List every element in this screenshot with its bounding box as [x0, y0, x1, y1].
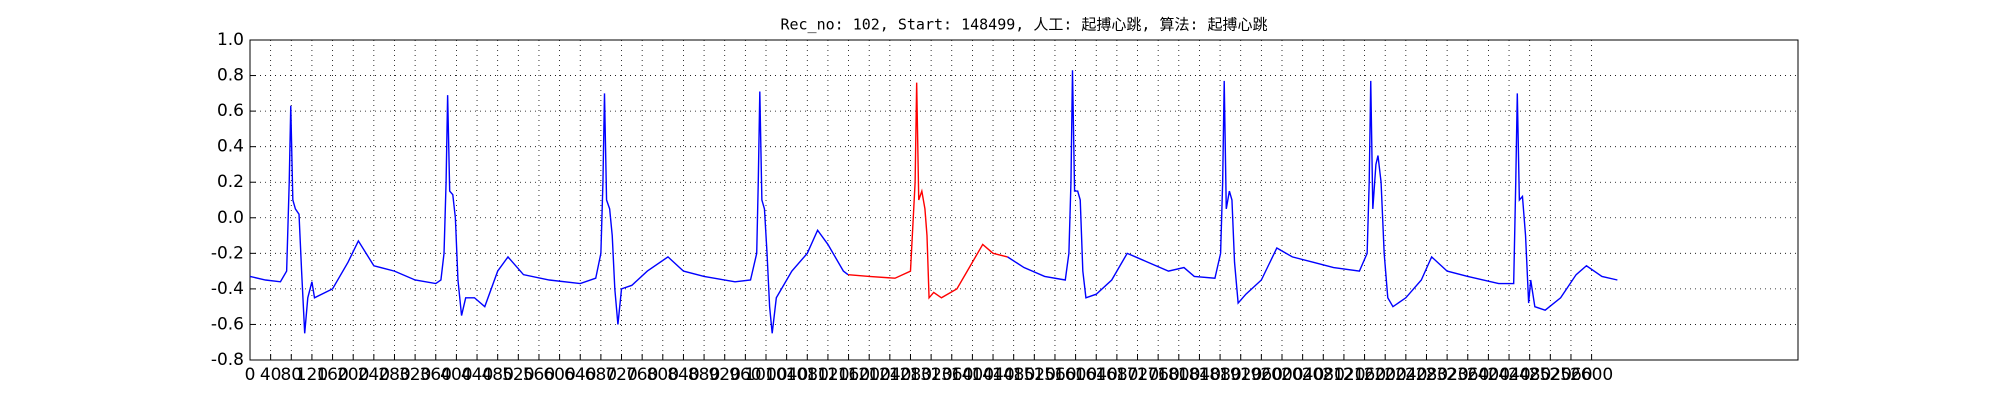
y-tick-label: 0.8	[217, 66, 244, 86]
x-tick-label: 1400	[951, 365, 994, 385]
x-tick-label: 2360	[1446, 365, 1489, 385]
ecg-line	[249, 70, 1618, 334]
y-tick-label: 1.0	[217, 30, 244, 50]
x-tick-label: 560	[523, 365, 555, 385]
x-tick-label: 1520	[1013, 365, 1056, 385]
x-tick-label: 1760	[1137, 365, 1180, 385]
x-tick-label: 1920	[1219, 365, 1262, 385]
x-tick-label: 1680	[1095, 365, 1138, 385]
x-tick-label: 1160	[827, 365, 870, 385]
x-tick-label: 40	[260, 365, 282, 385]
ecg-line	[847, 82, 1008, 300]
x-tick-label: 360	[420, 365, 452, 385]
x-tick-label: 1000	[744, 365, 787, 385]
x-tick-label: 480	[481, 365, 513, 385]
x-tick-label: 520	[502, 365, 534, 385]
y-tick-label: -0.4	[211, 279, 244, 299]
x-tick-label: 200	[337, 365, 369, 385]
x-tick-label: 1960	[1240, 365, 1283, 385]
y-tick-label: -0.8	[211, 350, 244, 370]
x-tick-label: 1040	[765, 365, 808, 385]
x-tick-label: 800	[647, 365, 679, 385]
x-tick-label: 0	[245, 365, 256, 385]
y-tick-label: 0.6	[217, 101, 244, 121]
x-tick-label: 2000	[1260, 365, 1303, 385]
x-tick-label: 2600	[1570, 365, 1613, 385]
x-tick-label: 1880	[1198, 365, 1241, 385]
x-tick-label: 160	[316, 365, 348, 385]
x-tick-label: 240	[358, 365, 390, 385]
x-tick-label: 120	[296, 365, 328, 385]
x-tick-label: 2480	[1508, 365, 1551, 385]
x-tick-label: 2400	[1467, 365, 1510, 385]
x-tick-label: 1800	[1157, 365, 1200, 385]
x-tick-label: 2520	[1529, 365, 1572, 385]
x-tick-label: 1440	[971, 365, 1014, 385]
plot-frame	[249, 39, 1799, 361]
x-tick-label: 2200	[1364, 365, 1407, 385]
y-tick-label: 0.0	[217, 208, 244, 228]
x-tick-label: 760	[626, 365, 658, 385]
x-tick-label: 1360	[930, 365, 973, 385]
x-tick-label: 1720	[1116, 365, 1159, 385]
x-tick-label: 280	[378, 365, 410, 385]
x-tick-label: 880	[688, 365, 720, 385]
x-tick-label: 640	[564, 365, 596, 385]
x-tick-label: 320	[399, 365, 431, 385]
x-tick-label: 1840	[1178, 365, 1221, 385]
chart-title: Rec_no: 102, Start: 148499, 人工: 起搏心跳, 算法…	[780, 16, 1267, 34]
x-tick-label: 1240	[868, 365, 911, 385]
x-tick-label: 2040	[1281, 365, 1324, 385]
y-tick-label: -0.6	[211, 314, 244, 334]
x-tick-label: 1120	[806, 365, 849, 385]
x-tick-label: 1640	[1075, 365, 1118, 385]
x-tick-label: 2280	[1405, 365, 1448, 385]
x-tick-label: 2080	[1302, 365, 1345, 385]
x-tick-label: 2440	[1487, 365, 1530, 385]
x-tick-label: 440	[461, 365, 493, 385]
x-tick-label: 2240	[1384, 365, 1427, 385]
x-tick-label: 1200	[848, 365, 891, 385]
x-tick-label: 720	[605, 365, 637, 385]
y-tick-label: -0.2	[211, 243, 244, 263]
x-tick-label: 1280	[889, 365, 932, 385]
x-tick-label: 1560	[1033, 365, 1076, 385]
x-tick-label: 840	[667, 365, 699, 385]
y-tick-label: 0.4	[217, 137, 244, 157]
x-tick-label: 920	[708, 365, 740, 385]
x-tick-label: 600	[543, 365, 575, 385]
x-tick-label: 680	[585, 365, 617, 385]
x-tick-label: 80	[280, 365, 302, 385]
x-tick-label: 1320	[909, 365, 952, 385]
x-tick-label: 2160	[1343, 365, 1386, 385]
x-tick-label: 2560	[1549, 365, 1592, 385]
x-tick-label: 2320	[1425, 365, 1468, 385]
x-tick-label: 1480	[992, 365, 1035, 385]
x-tick-label: 1600	[1054, 365, 1097, 385]
x-tick-label: 2120	[1322, 365, 1365, 385]
x-tick-label: 1080	[786, 365, 829, 385]
x-tick-label: 400	[440, 365, 472, 385]
x-tick-label: 960	[729, 365, 761, 385]
y-tick-label: 0.2	[217, 172, 244, 192]
